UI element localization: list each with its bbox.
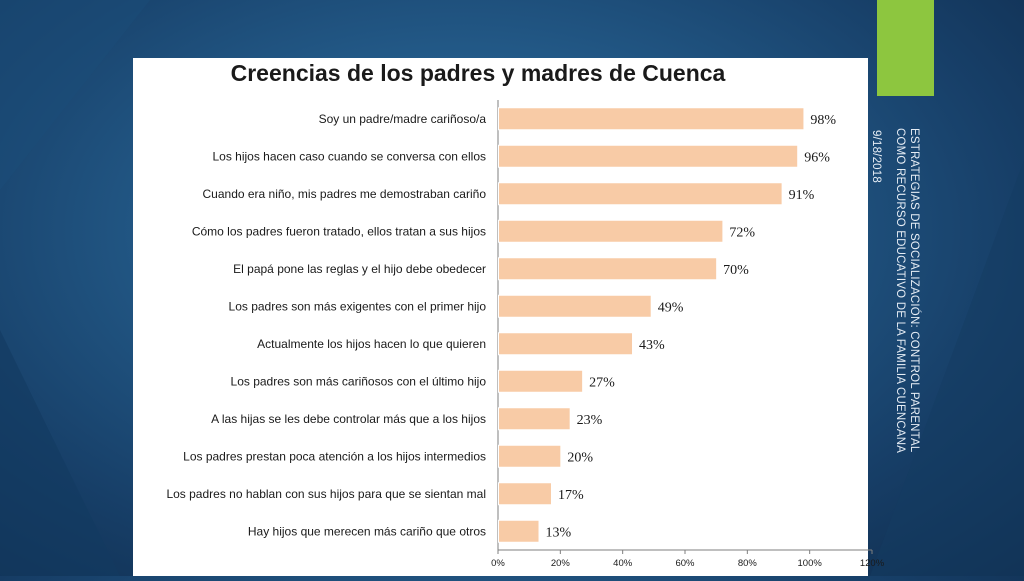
bar (498, 107, 805, 131)
x-tick-label: 60% (675, 558, 695, 569)
accent-tab (877, 0, 934, 96)
slide-date: 9/18/2018 (870, 130, 882, 183)
bar (498, 219, 724, 243)
category-label: Los padres no hablan con sus hijos para … (166, 487, 486, 501)
bar (498, 182, 783, 206)
x-tick-label: 40% (613, 558, 633, 569)
data-label: 91% (789, 188, 815, 203)
data-label: 98% (810, 113, 836, 128)
bar (498, 407, 571, 431)
category-label: A las hijas se les debe controlar más qu… (211, 412, 486, 426)
data-label: 17% (558, 488, 584, 503)
data-label: 23% (577, 413, 603, 428)
category-label: Los padres prestan poca atención a los h… (183, 449, 486, 463)
data-label: 70% (723, 263, 749, 278)
category-label: Los padres son más cariñosos con el últi… (231, 374, 487, 388)
chart-title: Creencias de los padres y madres de Cuen… (230, 60, 726, 86)
x-tick-label: 80% (738, 558, 758, 569)
category-label: Cuando era niño, mis padres me demostrab… (203, 187, 487, 201)
bar (498, 444, 562, 468)
data-label: 43% (639, 338, 665, 353)
side-title-line1: ESTRATEGIAS DE SOCIALIZACIÓN: CONTROL PA… (908, 128, 920, 453)
bar (498, 332, 634, 356)
bar (498, 519, 540, 543)
side-title-line2: COMO RECURSO EDUCATIVO DE LA FAMILIA CUE… (894, 128, 906, 454)
category-label: Actualmente los hijos hacen lo que quier… (257, 337, 486, 351)
bar (498, 294, 652, 318)
category-label: El papá pone las reglas y el hijo debe o… (233, 262, 486, 276)
data-label: 27% (589, 375, 615, 390)
data-label: 72% (729, 225, 755, 240)
x-tick-label: 20% (551, 558, 571, 569)
category-label: Soy un padre/madre cariñoso/a (319, 112, 487, 126)
x-tick-label: 100% (798, 558, 823, 569)
x-tick-label: 120% (860, 558, 885, 569)
data-label: 96% (804, 150, 830, 165)
category-label: Los padres son más exigentes con el prim… (229, 299, 487, 313)
bar (498, 482, 552, 506)
category-label: Los hijos hacen caso cuando se conversa … (212, 149, 486, 163)
data-label: 49% (658, 300, 684, 315)
slide-side-title: ESTRATEGIAS DE SOCIALIZACIÓN: CONTROL PA… (893, 128, 921, 453)
category-label: Hay hijos que merecen más cariño que otr… (248, 524, 486, 538)
bar (498, 257, 718, 281)
x-tick-label: 0% (491, 558, 505, 569)
bar (498, 369, 584, 393)
category-label: Cómo los padres fueron tratado, ellos tr… (192, 224, 486, 238)
bar (498, 144, 799, 168)
data-label: 13% (546, 525, 572, 540)
data-label: 20% (567, 450, 593, 465)
